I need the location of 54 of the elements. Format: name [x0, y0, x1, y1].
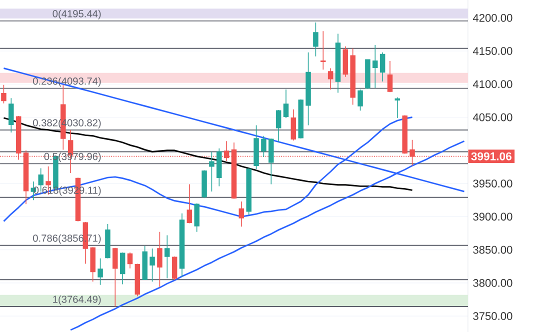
- candlestick: [105, 224, 110, 259]
- candlestick: [283, 89, 289, 118]
- y-tick-label: 4200.00: [472, 14, 512, 22]
- candlestick: [90, 246, 96, 282]
- candlestick: [328, 68, 334, 90]
- candlestick: [112, 247, 118, 307]
- candlestick: [342, 46, 348, 78]
- candlestick: [164, 234, 170, 279]
- candlestick: [350, 48, 356, 106]
- candlestick: [209, 151, 214, 192]
- candlestick: [335, 33, 341, 94]
- candlestick: [387, 60, 393, 92]
- candlestick: [142, 245, 148, 280]
- y-tick-label: 3750.00: [473, 312, 512, 320]
- candlestick: [254, 124, 259, 170]
- y-tick-label: 3850.00: [473, 246, 512, 254]
- y-tick-label: 4150.00: [472, 47, 512, 55]
- text: 3991.06: [471, 152, 512, 160]
- candlestick: [216, 148, 222, 187]
- candlestick: [202, 170, 207, 199]
- candlestick: [8, 98, 14, 133]
- y-tick-label: 3900.00: [473, 212, 512, 221]
- candlestick: [290, 108, 296, 141]
- candlestick: [402, 114, 408, 154]
- y-tick-label: 3950.00: [473, 180, 512, 188]
- candlestick: [127, 252, 133, 269]
- candlestick: [268, 138, 274, 185]
- ref-line-label: 1(3764.49): [53, 295, 101, 305]
- candlestick: [179, 212, 185, 278]
- candlestick: [98, 258, 103, 286]
- candlestick: [306, 52, 311, 126]
- candlestick: [394, 97, 400, 118]
- y-tick-label: 3800.00: [473, 279, 512, 287]
- candlestick: [186, 184, 192, 224]
- y-tick-label: 4100.00: [472, 80, 512, 88]
- candlestick: [120, 252, 126, 285]
- y-tick-label: 4050.00: [472, 113, 512, 122]
- candlestick: [358, 89, 363, 112]
- candlestick: [372, 44, 378, 89]
- candlestick: [261, 135, 266, 158]
- candlestick: [1, 84, 6, 104]
- candlestick: [194, 203, 200, 232]
- candlestick: [365, 59, 370, 90]
- candlestick: [238, 201, 244, 228]
- candlestick: [380, 52, 386, 82]
- candlestick: [320, 30, 326, 70]
- candlestick: [150, 248, 155, 282]
- candlestick: [276, 110, 282, 142]
- candlestick: [172, 256, 178, 281]
- candlestick: [246, 168, 252, 216]
- candlestick: [313, 22, 318, 57]
- candlestick: [298, 98, 304, 139]
- candlestick: [157, 232, 162, 288]
- ref-line-label: 0(4195.44): [52, 10, 101, 20]
